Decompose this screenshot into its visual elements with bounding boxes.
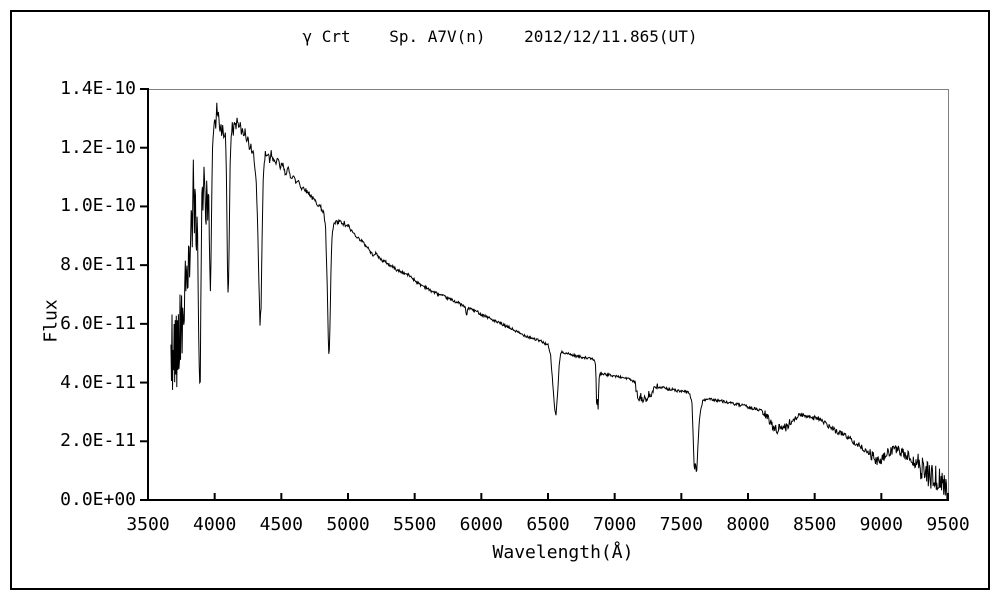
x-tick-label: 9500	[926, 514, 970, 535]
x-tick-label: 7500	[659, 514, 703, 535]
y-tick-label: 1.2E-10	[60, 136, 136, 158]
x-tick-label: 3500	[126, 514, 170, 535]
y-tick-label: 8.0E-11	[60, 254, 136, 276]
x-axis-label: Wavelength(Å)	[492, 542, 634, 563]
y-tick-label: 2.0E-11	[60, 430, 136, 452]
y-tick-label: 1.0E-10	[60, 195, 136, 217]
y-tick-label: 0.0E+00	[60, 489, 136, 510]
y-tick-label: 1.4E-10	[60, 78, 136, 99]
x-tick-label: 7000	[593, 514, 637, 535]
y-tick-label: 6.0E-11	[60, 312, 136, 334]
spectrum-line	[170, 102, 948, 500]
x-tick-label: 8000	[726, 514, 770, 535]
x-tick-label: 4500	[259, 514, 303, 535]
chart-title: γ Crt Sp. A7V(n) 2012/12/11.865(UT)	[302, 27, 698, 46]
x-tick-label: 6500	[526, 514, 570, 535]
x-tick-label: 8500	[793, 514, 837, 535]
x-tick-label: 5000	[326, 514, 370, 535]
x-tick-label: 9000	[859, 514, 903, 535]
x-tick-label: 5500	[393, 514, 437, 535]
x-tick-label: 4000	[193, 514, 237, 535]
y-axis-label: Flux	[40, 299, 62, 343]
x-tick-label: 6000	[459, 514, 503, 535]
y-tick-label: 4.0E-11	[60, 371, 136, 393]
